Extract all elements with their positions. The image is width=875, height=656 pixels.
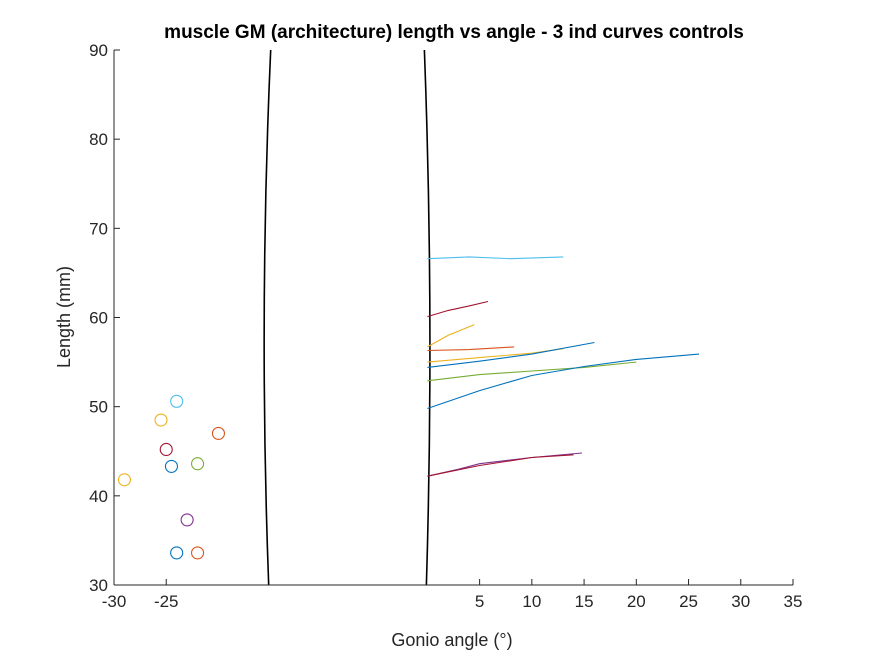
y-tick-label: 70 — [89, 219, 108, 238]
series-line — [427, 300, 489, 318]
series-line — [427, 324, 475, 348]
marker-layer — [117, 394, 226, 560]
data-point-marker — [170, 546, 184, 560]
y-tick-label: 90 — [89, 41, 108, 60]
x-tick-label: 5 — [475, 592, 484, 611]
data-point-marker — [180, 513, 194, 527]
x-tick-label: 30 — [731, 592, 750, 611]
series-line — [427, 341, 595, 368]
y-tick-label: 40 — [89, 487, 108, 506]
data-point-marker — [191, 457, 205, 471]
x-tick-label: 35 — [784, 592, 803, 611]
series-line — [427, 452, 583, 477]
data-point-marker — [159, 442, 173, 457]
x-tick-label: -25 — [154, 592, 179, 611]
axis-break-line-left — [263, 49, 272, 586]
x-tick-label: 15 — [575, 592, 594, 611]
series-line — [427, 361, 637, 382]
x-tick-label: 20 — [627, 592, 646, 611]
series-line — [427, 348, 564, 363]
series-layer — [427, 256, 700, 477]
x-axis-label: Gonio angle (°) — [391, 630, 512, 650]
series-line — [427, 346, 515, 352]
axes — [113, 49, 794, 586]
series-line — [427, 256, 564, 260]
data-point-marker — [170, 394, 184, 408]
y-axis-label: Length (mm) — [54, 266, 74, 368]
series-line — [427, 353, 700, 410]
y-tick-label: 50 — [89, 398, 108, 417]
data-point-marker — [164, 459, 179, 473]
chart-title: muscle GM (architecture) length vs angle… — [164, 22, 744, 43]
series-line — [427, 454, 574, 477]
x-tick-label: 25 — [679, 592, 698, 611]
data-point-marker — [154, 413, 168, 427]
y-tick-label: 80 — [89, 130, 108, 149]
y-tick-label: 60 — [89, 309, 108, 328]
x-tick-label: -30 — [102, 592, 127, 611]
data-point-marker — [191, 546, 205, 560]
axis-break — [263, 49, 431, 586]
axis-break-line-right — [423, 49, 431, 586]
tick-labels: -30 -25 5 10 15 20 25 30 35 30 40 50 60 70 80 90 — [89, 41, 802, 611]
data-point-marker — [117, 473, 131, 487]
x-tick-label: 10 — [522, 592, 541, 611]
data-point-marker — [211, 426, 226, 440]
y-tick-label: 30 — [89, 576, 108, 595]
axis-break-band — [264, 50, 430, 585]
